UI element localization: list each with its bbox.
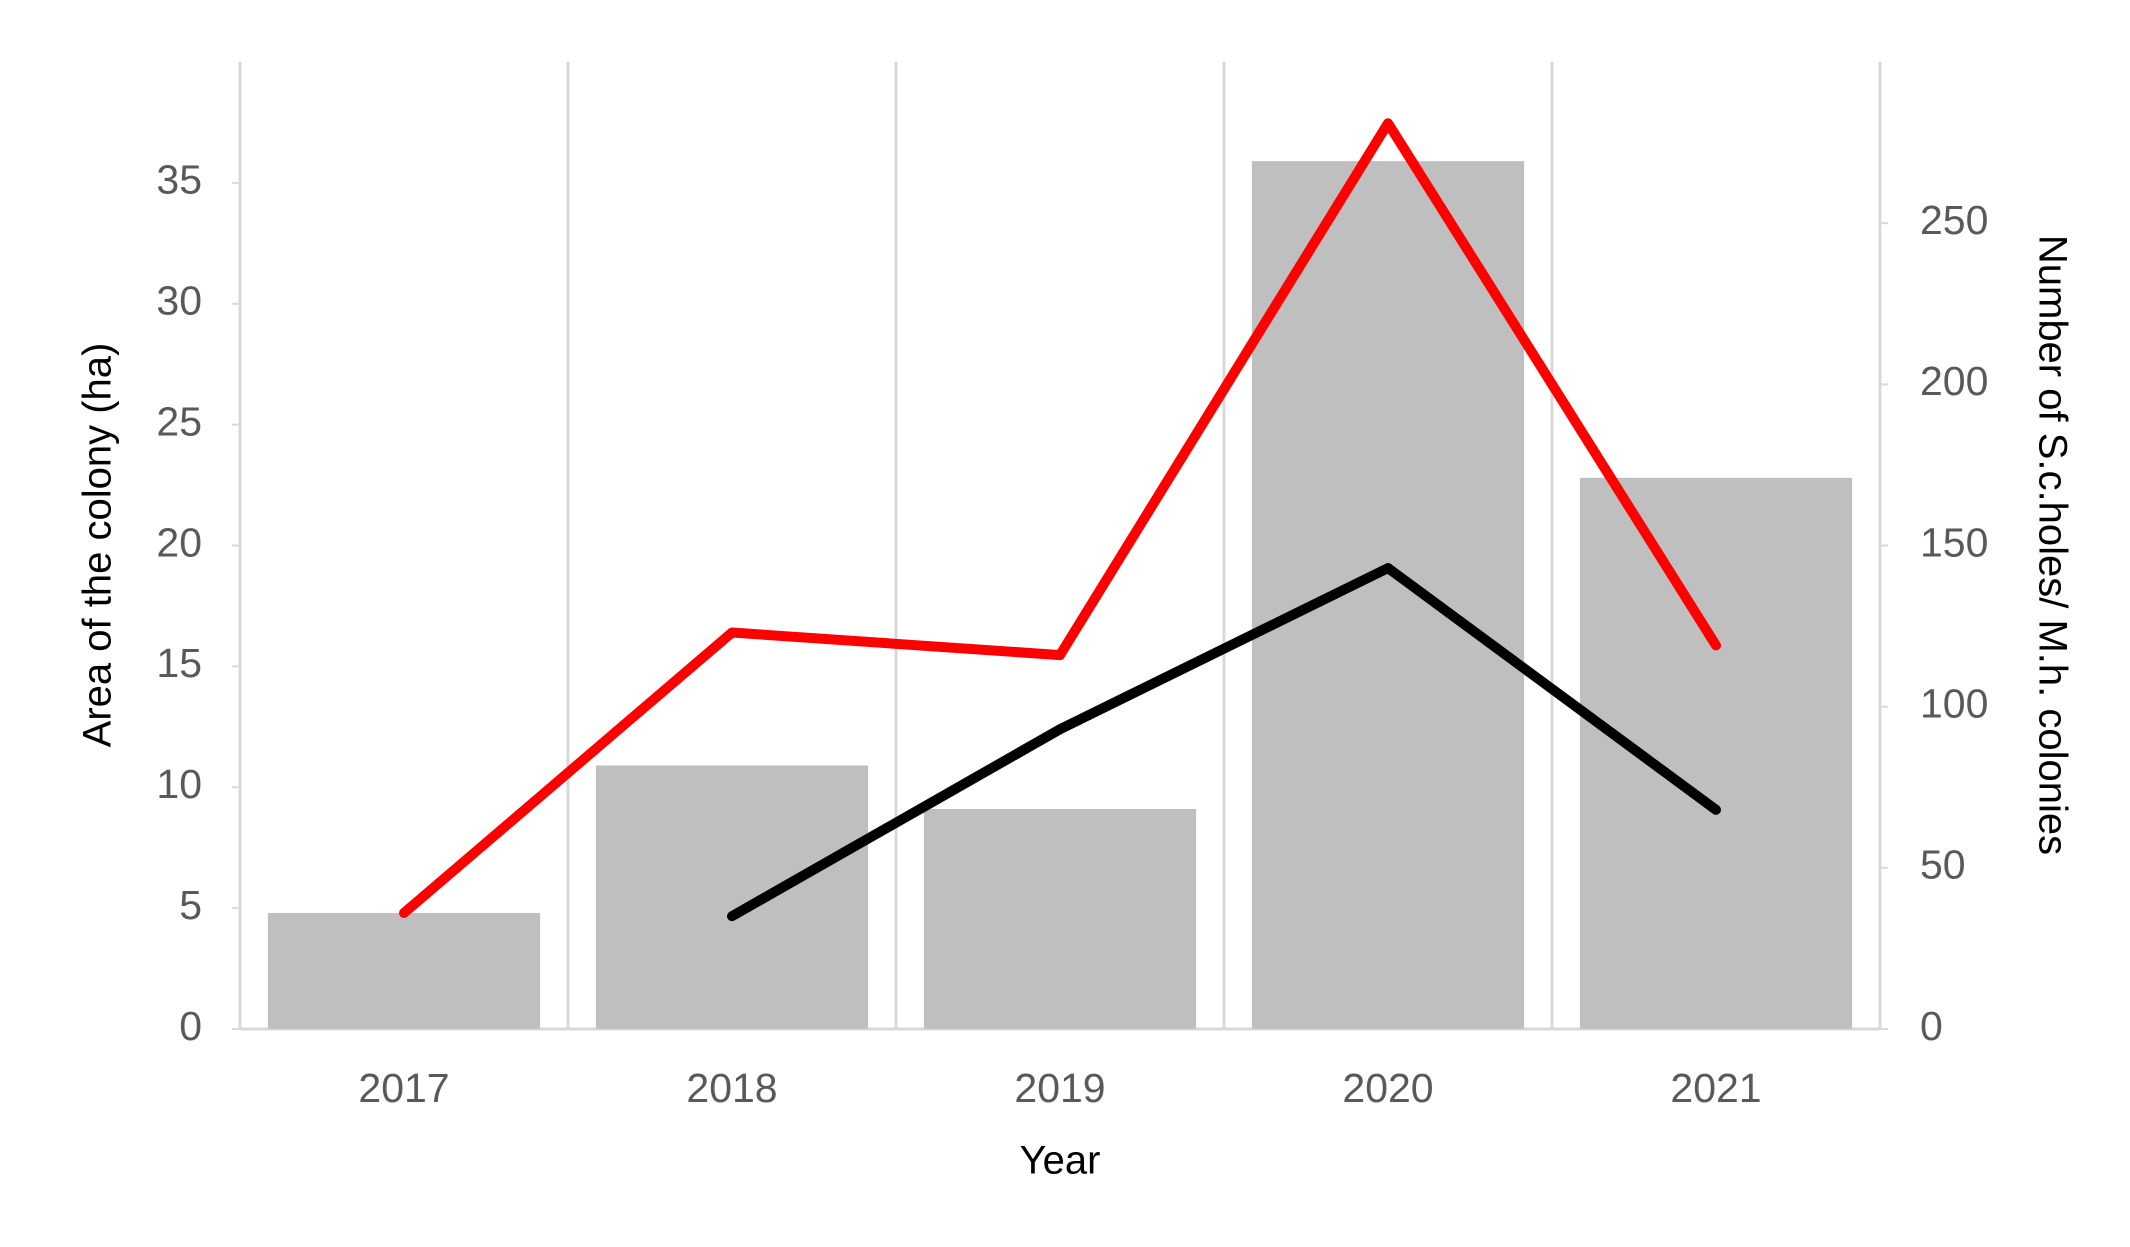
line (727, 563, 1721, 922)
y-tick-label: 15 (156, 640, 202, 686)
y2-tick-label: 250 (1920, 197, 1988, 243)
x-axis-title: Year (1020, 1139, 1101, 1183)
bar (595, 765, 869, 1029)
x-tick-label: 2018 (686, 1065, 777, 1111)
x-tick-label: 2019 (1014, 1065, 1105, 1111)
y-tick-label: 35 (156, 157, 202, 203)
y2-tick-label: 150 (1920, 519, 1988, 565)
y-tick-label: 20 (156, 519, 202, 565)
y-tick-label: 30 (156, 278, 202, 324)
y-tick-label: 5 (179, 882, 202, 928)
x-tick-label: 2020 (1342, 1065, 1433, 1111)
y2-axis-title: Number of S.c.holes/ M.h. colonies (2030, 235, 2074, 855)
bar (267, 912, 541, 1029)
y2-tick-label: 200 (1920, 358, 1988, 404)
y2-tick-label: 0 (1920, 1003, 1943, 1049)
y-axis-title: Area of the colony (ha) (76, 343, 120, 748)
x-tick-label: 2021 (1670, 1065, 1761, 1111)
y2-tick-label: 50 (1920, 842, 1966, 888)
bar (1579, 477, 1853, 1029)
bar (923, 809, 1197, 1029)
y-tick-label: 0 (179, 1003, 202, 1049)
line (399, 118, 1721, 918)
x-tick-label: 2017 (358, 1065, 449, 1111)
y-tick-label: 10 (156, 761, 202, 807)
y2-tick-label: 100 (1920, 680, 1988, 726)
y-tick-label: 25 (156, 398, 202, 444)
bar (1251, 161, 1525, 1029)
